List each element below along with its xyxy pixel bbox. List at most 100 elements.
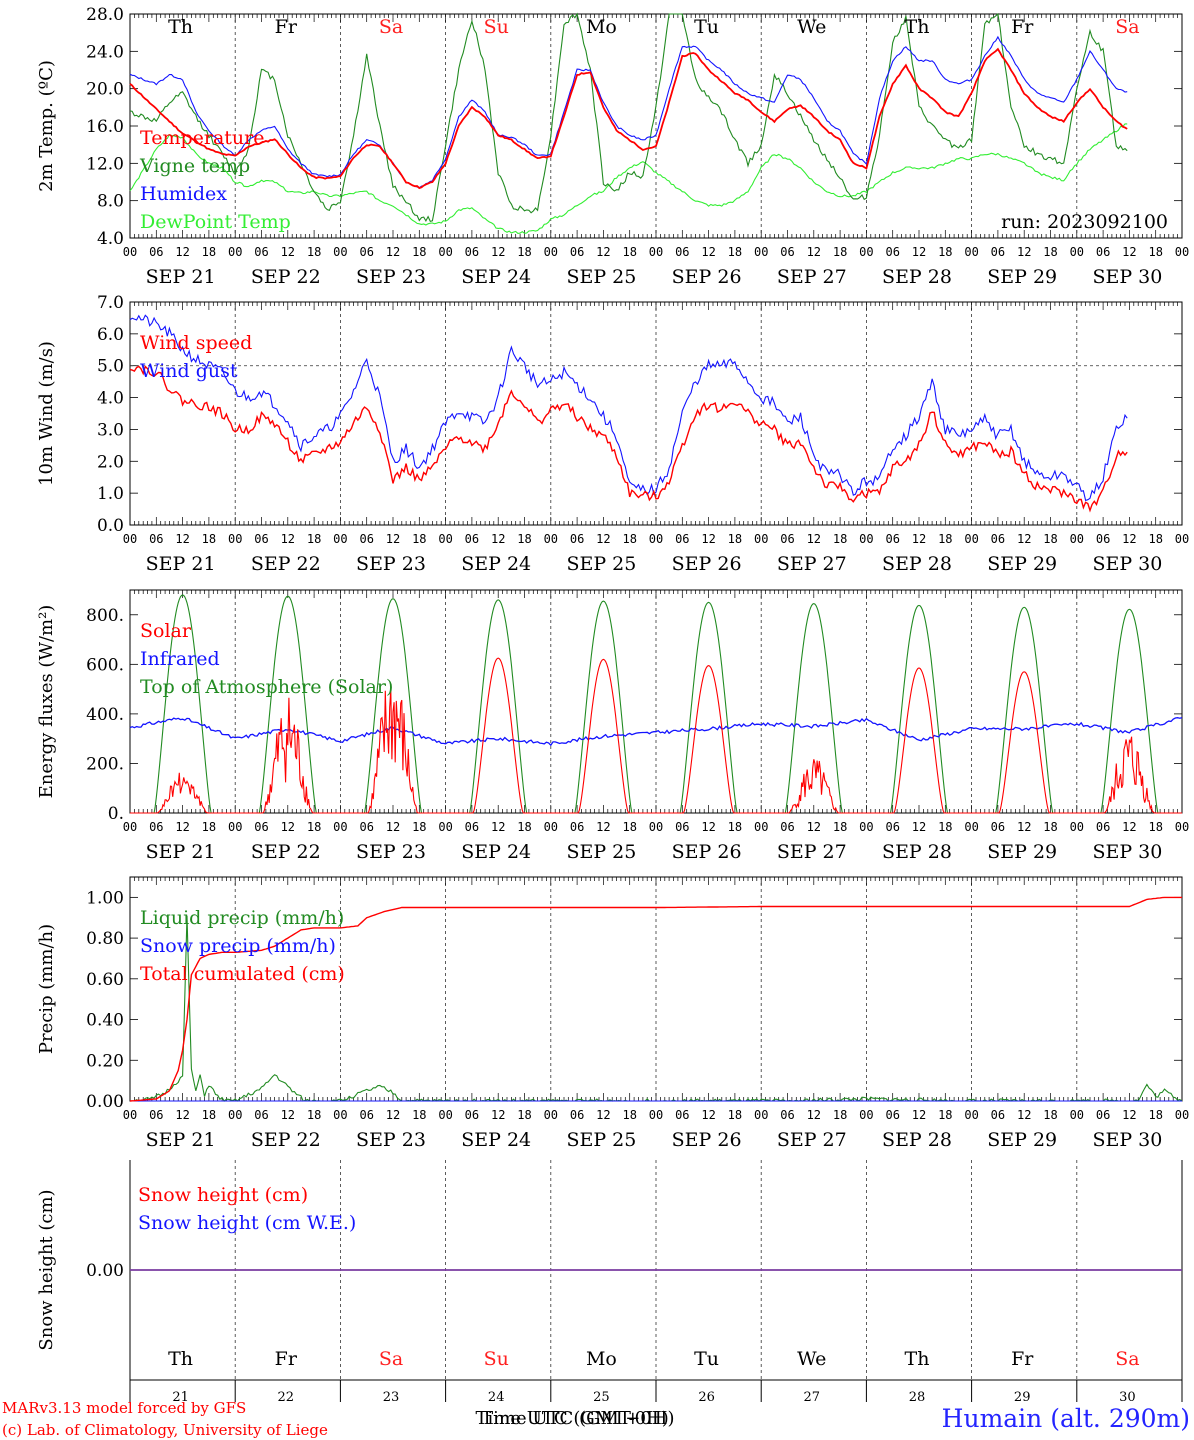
hour-tick-label: 06 (991, 532, 1005, 546)
panel-frame (129, 13, 1183, 239)
hour-tick-label: 18 (307, 245, 321, 259)
hour-tick-label: 00 (123, 245, 137, 259)
date-label: SEP 28 (882, 553, 952, 575)
hour-tick-label: 00 (1070, 1108, 1084, 1122)
y-tick-label: 0.60 (86, 970, 124, 990)
hour-tick-label: 12 (912, 1108, 926, 1122)
hour-tick-label: 06 (359, 820, 373, 834)
y-tick-label: 0.20 (86, 1051, 124, 1071)
legend-entry: Total cumulated (cm) (140, 963, 345, 985)
hour-tick-label: 06 (359, 1108, 373, 1122)
day-number: 27 (804, 1390, 821, 1405)
hour-tick-label: 18 (202, 1108, 216, 1122)
hour-tick-label: 12 (175, 245, 189, 259)
hour-tick-label: 18 (622, 245, 636, 259)
hour-tick-label: 12 (701, 532, 715, 546)
hour-tick-label: 00 (333, 820, 347, 834)
day-name: Th (905, 16, 930, 38)
hour-tick-label: 00 (754, 532, 768, 546)
hour-tick-label: 12 (807, 820, 821, 834)
day-name: Su (484, 1348, 509, 1370)
legend-entry: Wind speed (140, 332, 252, 354)
hour-tick-label: 00 (754, 245, 768, 259)
hour-tick-label: 12 (701, 820, 715, 834)
legend-entry: Snow height (cm W.E.) (138, 1212, 356, 1234)
hour-tick-label: 00 (123, 532, 137, 546)
hour-tick-label: 12 (596, 532, 610, 546)
hour-tick-label: 18 (1043, 1108, 1057, 1122)
hour-tick-label: 00 (754, 1108, 768, 1122)
hour-tick-label: 18 (412, 532, 426, 546)
day-name: Mo (586, 16, 617, 38)
hour-tick-label: 06 (885, 1108, 899, 1122)
y-tick-label: 0.40 (86, 1011, 124, 1031)
date-label: SEP 22 (251, 841, 321, 863)
y-tick-label: 4.0 (97, 389, 124, 409)
hour-tick-label: 18 (728, 1108, 742, 1122)
panel-frame (129, 589, 1183, 814)
hour-tick-label: 06 (675, 245, 689, 259)
hour-tick-label: 18 (202, 820, 216, 834)
date-label: SEP 22 (251, 553, 321, 575)
hour-tick-label: 00 (859, 532, 873, 546)
date-label: SEP 26 (672, 841, 742, 863)
hour-tick-label: 06 (1096, 532, 1110, 546)
series-line-dewpoint-temp (129, 123, 1128, 234)
hour-tick-label: 18 (412, 245, 426, 259)
day-name: Fr (275, 16, 298, 38)
hour-tick-label: 06 (570, 245, 584, 259)
date-label: SEP 27 (777, 553, 847, 575)
legend-entry: Temperature (140, 127, 264, 149)
legend-entry: Snow height (cm) (138, 1184, 308, 1206)
hour-tick-label: 18 (1043, 245, 1057, 259)
hour-tick-label: 06 (149, 532, 163, 546)
hour-tick-label: 06 (149, 820, 163, 834)
y-tick-label: 0.00 (86, 1261, 124, 1281)
hour-tick-label: 18 (938, 245, 952, 259)
hour-tick-label: 06 (675, 532, 689, 546)
time-ticks (129, 302, 1183, 525)
time-axis-label-overlay: Time UTC (GMT-0H) (481, 1408, 669, 1429)
day-name: Mo (586, 1348, 617, 1370)
date-label: SEP 25 (566, 266, 636, 288)
date-label: SEP 27 (777, 1129, 847, 1151)
hour-tick-label: 00 (649, 820, 663, 834)
hour-tick-label: 00 (1070, 245, 1084, 259)
y-tick-label: 200. (86, 754, 124, 774)
date-label: SEP 21 (146, 1129, 216, 1151)
hour-tick-label: 12 (175, 532, 189, 546)
hour-tick-label: 00 (964, 820, 978, 834)
day-number: 28 (909, 1390, 926, 1405)
hour-tick-label: 12 (386, 820, 400, 834)
legend-entry: Vigne temp (139, 155, 250, 177)
hour-tick-label: 00 (438, 820, 452, 834)
hour-tick-label: 12 (1122, 245, 1136, 259)
date-label: SEP 24 (461, 553, 531, 575)
day-number: 23 (383, 1390, 400, 1405)
hour-tick-label: 18 (938, 1108, 952, 1122)
hour-tick-label: 00 (964, 1108, 978, 1122)
hour-tick-label: 06 (570, 532, 584, 546)
day-number: 29 (1014, 1390, 1031, 1405)
hour-tick-label: 00 (228, 532, 242, 546)
hour-tick-label: 12 (807, 1108, 821, 1122)
hour-tick-label: 06 (254, 1108, 268, 1122)
panel-4: 0.00 0.20 0.40 0.60 0.80 1.00 Precip (mm/h) 00 0… (36, 876, 1189, 1151)
date-label: SEP 30 (1092, 841, 1162, 863)
hour-tick-label: 06 (1096, 1108, 1110, 1122)
hour-tick-label: 12 (1122, 532, 1136, 546)
hour-tick-label: 18 (202, 245, 216, 259)
hour-tick-label: 06 (149, 1108, 163, 1122)
lab-credit: (c) Lab. of Climatology, University of L… (2, 1421, 328, 1439)
date-label: SEP 24 (461, 841, 531, 863)
date-label: SEP 23 (356, 1129, 426, 1151)
y-tick-label: 20.0 (86, 80, 124, 100)
hour-tick-label: 06 (780, 245, 794, 259)
day-name: Tu (694, 1348, 719, 1370)
run-annotation: run: 2023092100 (1001, 211, 1168, 233)
hour-tick-label: 06 (359, 532, 373, 546)
hour-tick-label: 18 (728, 532, 742, 546)
hour-tick-label: 18 (938, 820, 952, 834)
hour-tick-label: 18 (1148, 532, 1162, 546)
y-tick-label: 0.80 (86, 929, 124, 949)
